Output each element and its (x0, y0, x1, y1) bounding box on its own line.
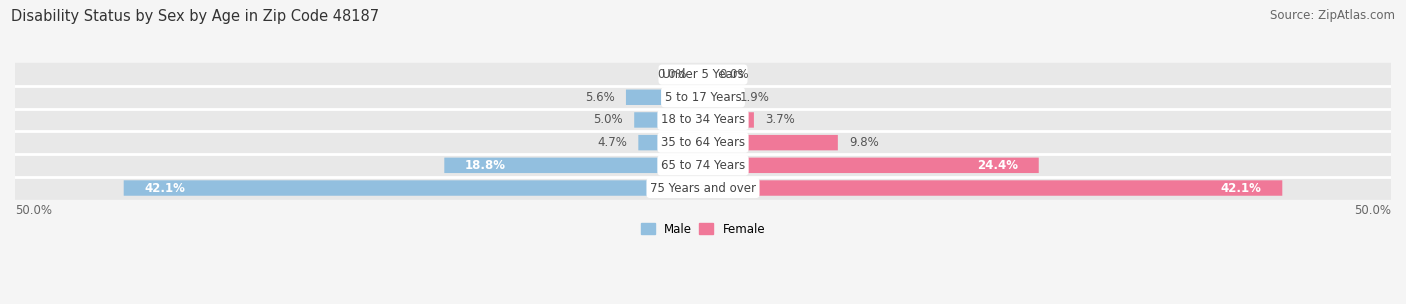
FancyBboxPatch shape (15, 176, 1391, 200)
FancyBboxPatch shape (15, 108, 1391, 132)
Legend: Male, Female: Male, Female (636, 218, 770, 240)
Text: 75 Years and over: 75 Years and over (650, 181, 756, 195)
Text: Source: ZipAtlas.com: Source: ZipAtlas.com (1270, 9, 1395, 22)
FancyBboxPatch shape (703, 157, 1039, 173)
Text: 5.6%: 5.6% (585, 91, 614, 104)
FancyBboxPatch shape (703, 135, 838, 150)
FancyBboxPatch shape (15, 63, 1391, 86)
FancyBboxPatch shape (15, 154, 1391, 177)
FancyBboxPatch shape (444, 157, 703, 173)
Text: 0.0%: 0.0% (720, 68, 749, 81)
Text: 5.0%: 5.0% (593, 113, 623, 126)
Text: 50.0%: 50.0% (1354, 204, 1391, 217)
FancyBboxPatch shape (626, 90, 703, 105)
Text: 42.1%: 42.1% (145, 181, 186, 195)
Text: 18 to 34 Years: 18 to 34 Years (661, 113, 745, 126)
Text: 3.7%: 3.7% (765, 113, 794, 126)
Text: 9.8%: 9.8% (849, 136, 879, 149)
Text: 50.0%: 50.0% (15, 204, 52, 217)
FancyBboxPatch shape (15, 131, 1391, 154)
Text: 42.1%: 42.1% (1220, 181, 1261, 195)
Text: 24.4%: 24.4% (977, 159, 1018, 172)
Text: 5 to 17 Years: 5 to 17 Years (665, 91, 741, 104)
Text: 65 to 74 Years: 65 to 74 Years (661, 159, 745, 172)
Text: Disability Status by Sex by Age in Zip Code 48187: Disability Status by Sex by Age in Zip C… (11, 9, 380, 24)
Text: 0.0%: 0.0% (657, 68, 686, 81)
Text: 1.9%: 1.9% (740, 91, 770, 104)
Text: Under 5 Years: Under 5 Years (662, 68, 744, 81)
Text: 4.7%: 4.7% (598, 136, 627, 149)
FancyBboxPatch shape (15, 85, 1391, 109)
FancyBboxPatch shape (703, 90, 730, 105)
FancyBboxPatch shape (703, 180, 1282, 196)
FancyBboxPatch shape (638, 135, 703, 150)
FancyBboxPatch shape (634, 112, 703, 128)
Text: 18.8%: 18.8% (465, 159, 506, 172)
Text: 35 to 64 Years: 35 to 64 Years (661, 136, 745, 149)
FancyBboxPatch shape (703, 112, 754, 128)
FancyBboxPatch shape (124, 180, 703, 196)
